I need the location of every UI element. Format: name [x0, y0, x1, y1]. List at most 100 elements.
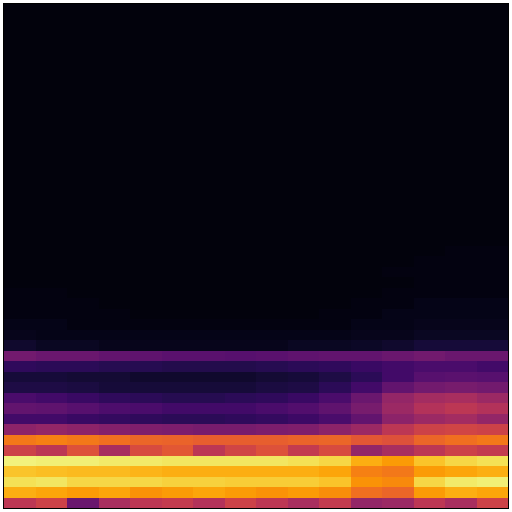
cell	[225, 141, 257, 152]
cell	[225, 57, 257, 68]
cell	[288, 445, 320, 456]
cell	[36, 487, 68, 498]
cell	[351, 204, 383, 215]
cell	[130, 382, 162, 393]
cell	[67, 151, 99, 162]
cell	[67, 204, 99, 215]
cell	[288, 246, 320, 257]
cell	[445, 466, 477, 477]
cell	[36, 403, 68, 414]
cell	[130, 109, 162, 120]
cell	[162, 120, 194, 131]
cell	[67, 498, 99, 509]
cell	[99, 67, 131, 78]
cells	[4, 4, 508, 508]
cell	[477, 435, 509, 446]
cell	[67, 57, 99, 68]
cell	[319, 99, 351, 110]
cell	[319, 351, 351, 362]
cell	[445, 319, 477, 330]
cell	[193, 130, 225, 141]
cell	[414, 25, 446, 36]
cell	[4, 340, 36, 351]
cell	[225, 88, 257, 99]
cell	[225, 382, 257, 393]
cell	[130, 204, 162, 215]
cell	[130, 183, 162, 194]
cell	[445, 204, 477, 215]
cell	[477, 214, 509, 225]
cell	[351, 477, 383, 488]
cell	[4, 319, 36, 330]
cell	[256, 246, 288, 257]
cell	[130, 151, 162, 162]
cell	[351, 193, 383, 204]
cell	[351, 130, 383, 141]
cell	[319, 445, 351, 456]
cell	[225, 183, 257, 194]
cell	[162, 487, 194, 498]
cell	[256, 120, 288, 131]
cell	[256, 424, 288, 435]
cell	[36, 183, 68, 194]
cell	[414, 67, 446, 78]
cell	[99, 267, 131, 278]
cell	[445, 330, 477, 341]
cell	[477, 382, 509, 393]
cell	[445, 298, 477, 309]
cell	[256, 382, 288, 393]
cell	[225, 225, 257, 236]
cell	[225, 319, 257, 330]
cell	[414, 319, 446, 330]
cell	[36, 151, 68, 162]
chart	[0, 0, 512, 512]
cell	[319, 172, 351, 183]
cell	[288, 466, 320, 477]
cell	[67, 67, 99, 78]
cell	[445, 435, 477, 446]
cell	[256, 445, 288, 456]
cell	[4, 277, 36, 288]
cell	[319, 4, 351, 15]
cell	[225, 445, 257, 456]
cell	[445, 130, 477, 141]
cell	[162, 393, 194, 404]
cell	[288, 309, 320, 320]
cell	[256, 99, 288, 110]
cell	[319, 487, 351, 498]
cell	[414, 57, 446, 68]
cell	[288, 225, 320, 236]
cell	[351, 498, 383, 509]
cell	[414, 267, 446, 278]
cell	[4, 130, 36, 141]
cell	[225, 340, 257, 351]
cell	[99, 288, 131, 299]
cell	[225, 193, 257, 204]
cell	[256, 67, 288, 78]
cell	[130, 487, 162, 498]
cell	[99, 372, 131, 383]
cell	[351, 109, 383, 120]
cell	[162, 403, 194, 414]
cell	[4, 141, 36, 152]
cell	[4, 4, 36, 15]
cell	[36, 351, 68, 362]
cell	[382, 424, 414, 435]
cell	[67, 4, 99, 15]
cell	[99, 330, 131, 341]
cell	[382, 15, 414, 26]
cell	[162, 25, 194, 36]
cell	[193, 88, 225, 99]
cell	[36, 36, 68, 47]
cell	[477, 162, 509, 173]
cell	[162, 46, 194, 57]
cell	[36, 162, 68, 173]
cell	[382, 403, 414, 414]
cell	[477, 487, 509, 498]
cell	[162, 382, 194, 393]
cell	[256, 256, 288, 267]
cell	[193, 277, 225, 288]
cell	[414, 120, 446, 131]
cell	[36, 130, 68, 141]
cell	[225, 25, 257, 36]
